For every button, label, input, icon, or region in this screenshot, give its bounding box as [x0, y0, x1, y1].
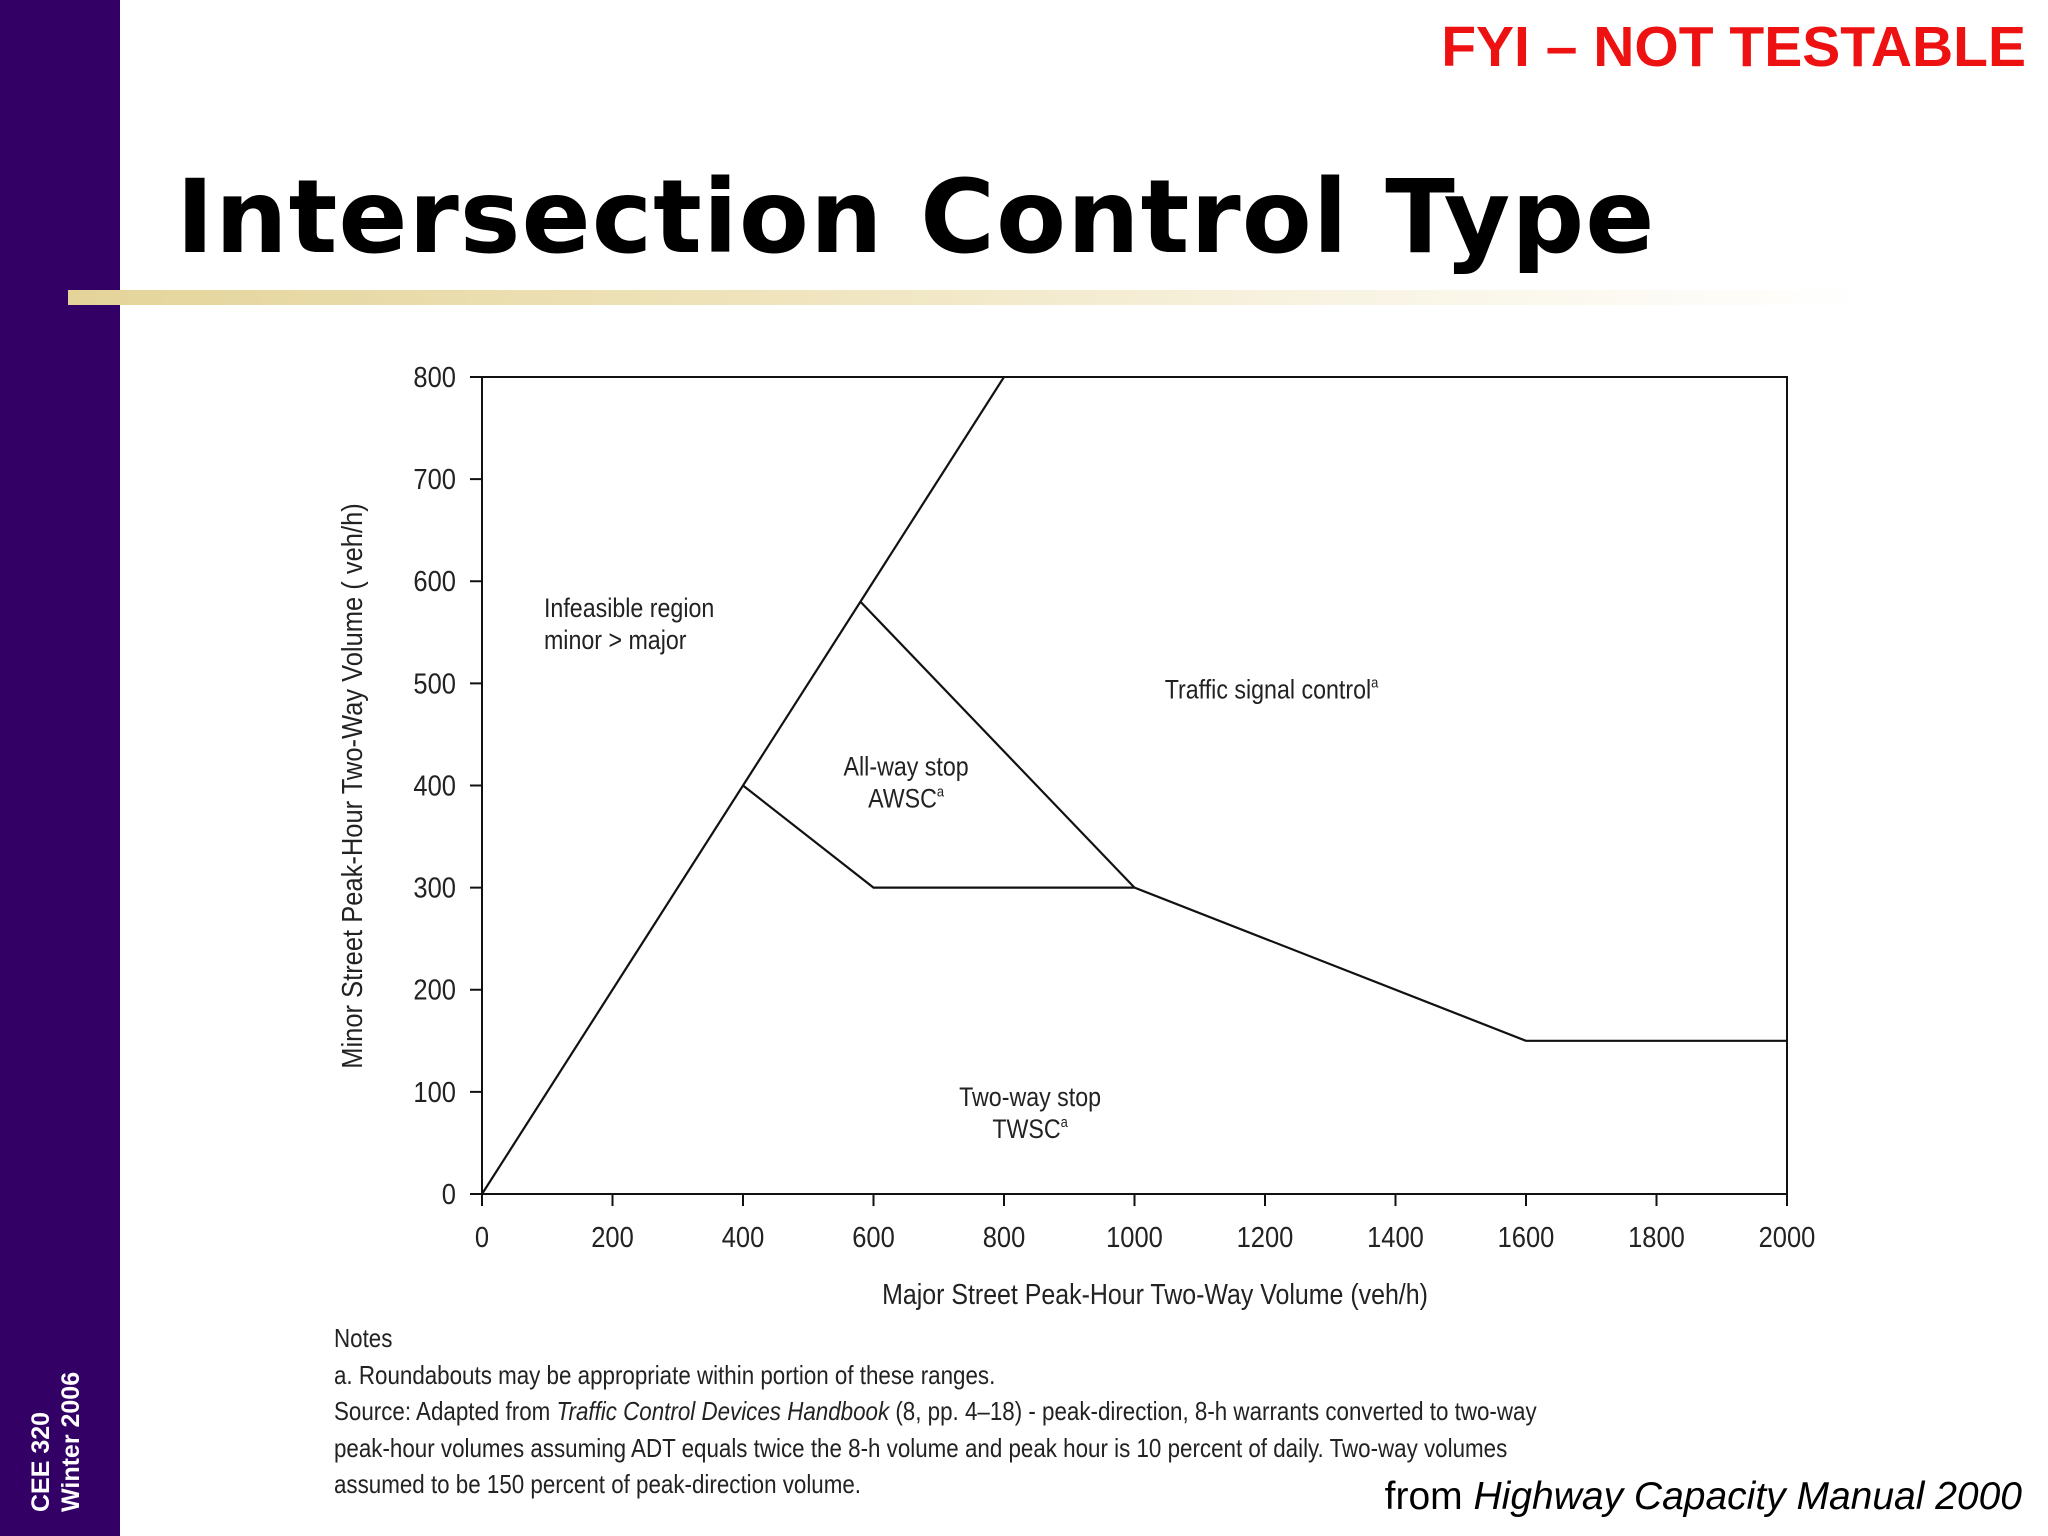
x-tick-label: 1600: [1498, 1220, 1555, 1253]
x-tick-label: 400: [722, 1220, 765, 1253]
x-tick-label: 200: [591, 1220, 634, 1253]
y-axis-label: Minor Street Peak-Hour Two-Way Volume ( …: [335, 503, 368, 1069]
region-label-line1: Two-way stop: [959, 1083, 1101, 1113]
notes-line-4: assumed to be 150 percent of peak-direct…: [334, 1469, 862, 1499]
plot-border: [481, 376, 1788, 1195]
boundary-lines: [481, 376, 1787, 1195]
notes-line-a: a. Roundabouts may be appropriate within…: [334, 1359, 996, 1390]
y-tick-label: 800: [413, 360, 456, 393]
y-tick-label: 100: [413, 1075, 456, 1108]
x-tick-label: 1800: [1628, 1220, 1685, 1253]
boundary-line: [742, 784, 1787, 1042]
y-tick-label: 500: [413, 667, 456, 700]
region-label-line1: Traffic signal controla: [1165, 674, 1379, 705]
x-tick-label: 0: [475, 1220, 489, 1253]
sidebar: [0, 0, 120, 1536]
notes-source-title: Traffic Control Devices Handbook: [556, 1396, 890, 1426]
x-tick-label: 1200: [1237, 1220, 1294, 1253]
boundary-line: [859, 600, 1136, 889]
attribution-source: Highway Capacity Manual 2000: [1473, 1475, 2022, 1518]
notes-heading: Notes: [334, 1323, 393, 1353]
x-axis-label: Major Street Peak-Hour Two-Way Volume (v…: [882, 1278, 1428, 1310]
region-label: Traffic signal controla: [1165, 674, 1379, 705]
region-label-line2: minor > major: [544, 625, 687, 655]
region-label-line2: AWSCa: [868, 782, 944, 813]
y-tick-label: 300: [413, 871, 456, 904]
plot-frame: [481, 376, 1788, 1195]
region-label-line1: All-way stop: [844, 752, 969, 782]
notes-source-line: Source: Adapted from Traffic Control Dev…: [334, 1393, 1624, 1430]
slide-title: Intersection Control Type: [176, 158, 1656, 277]
x-tick-label: 2000: [1759, 1220, 1816, 1253]
y-tick-label: 400: [413, 769, 456, 802]
region-label-line1: Infeasible region: [544, 593, 714, 623]
notes-source-prefix: Source: Adapted from: [334, 1396, 557, 1426]
notes-line-3: peak-hour volumes assuming ADT equals tw…: [334, 1432, 1508, 1463]
y-tick-label: 200: [413, 973, 456, 1006]
x-tick-label: 1400: [1367, 1220, 1424, 1253]
attribution: from Highway Capacity Manual 2000: [1385, 1475, 2022, 1519]
attribution-prefix: from: [1384, 1475, 1474, 1518]
chart-notes: Notes a. Roundabouts may be appropriate …: [334, 1320, 1834, 1503]
fyi-label: FYI – NOT TESTABLE: [1441, 15, 2026, 79]
y-tick-label: 600: [413, 565, 456, 598]
y-tick-label: 700: [413, 463, 456, 496]
axes-ticks: 0 200 400 600 800 1000 1200 1400 1600 1800 2000 0 10…: [413, 360, 1815, 1253]
x-tick-label: 600: [852, 1220, 895, 1253]
x-tick-label: 800: [983, 1220, 1026, 1253]
notes-source-ref: (8, pp. 4–18) - peak-direction, 8-h warr…: [889, 1396, 1537, 1426]
title-divider: [68, 290, 1868, 305]
x-tick-label: 1000: [1106, 1220, 1163, 1253]
y-tick-label: 0: [442, 1177, 456, 1210]
region-label-line2: TWSCa: [992, 1113, 1068, 1144]
